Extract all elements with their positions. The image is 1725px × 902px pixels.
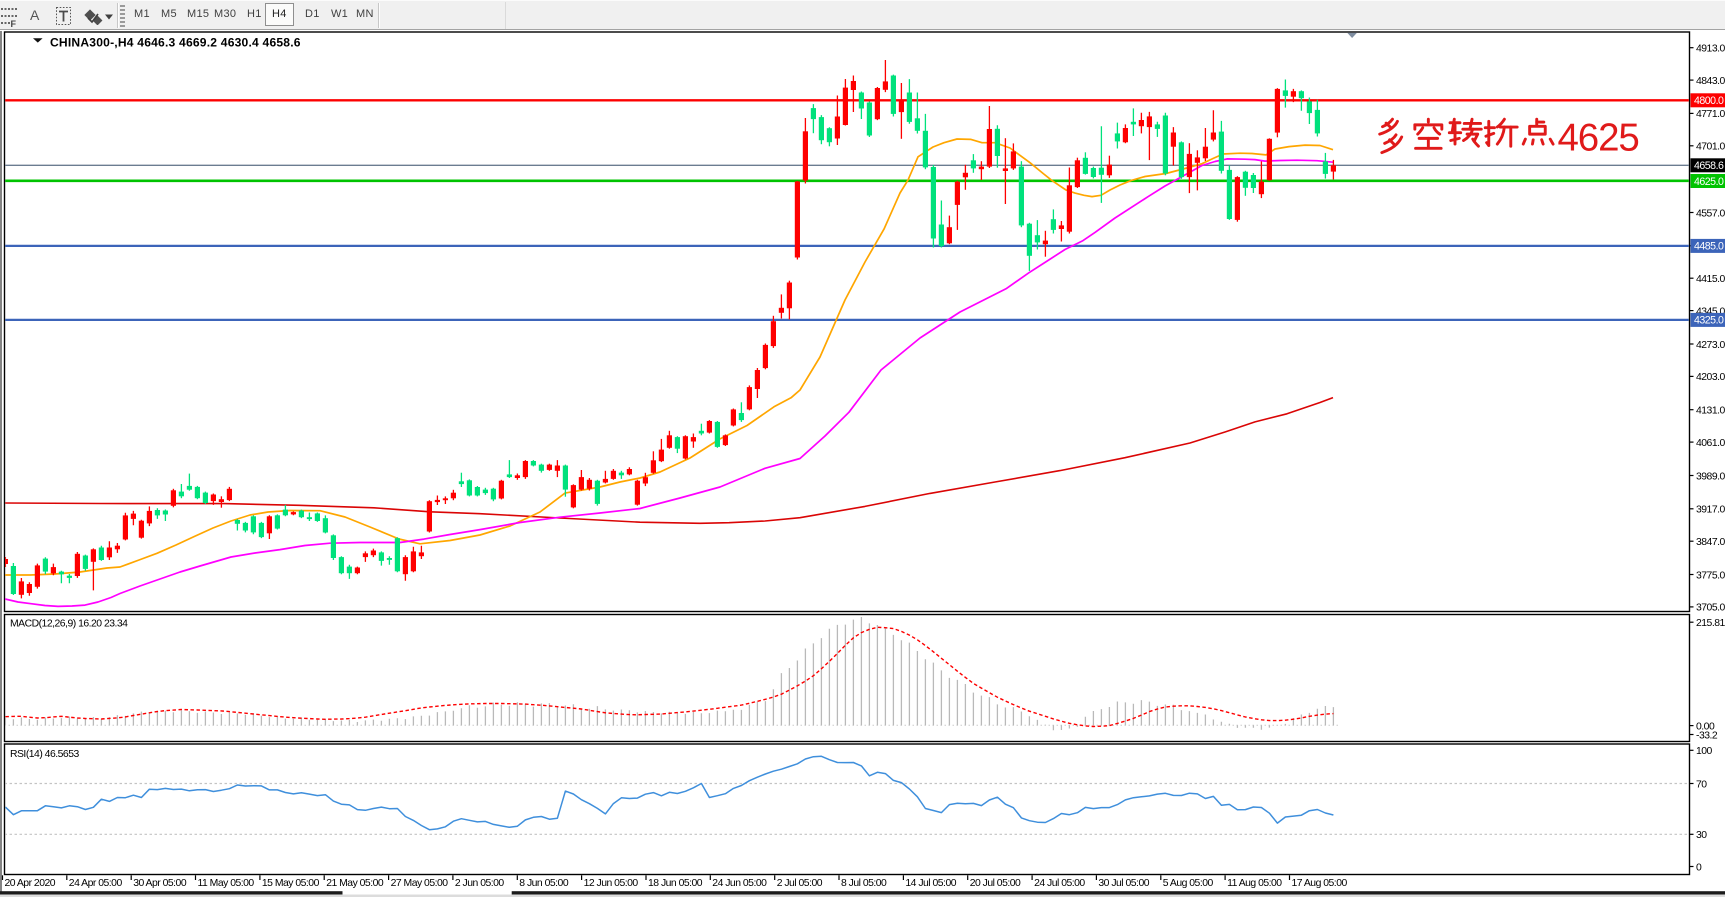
svg-text:4273.0: 4273.0 xyxy=(1696,340,1725,351)
svg-text:4625.0: 4625.0 xyxy=(1694,176,1724,188)
svg-text:3917.0: 3917.0 xyxy=(1696,505,1725,516)
svg-text:15 May 05:00: 15 May 05:00 xyxy=(262,878,320,889)
svg-text:8 Jun 05:00: 8 Jun 05:00 xyxy=(519,878,569,889)
svg-text:4701.0: 4701.0 xyxy=(1696,142,1725,153)
svg-text:4131.0: 4131.0 xyxy=(1696,406,1725,417)
svg-text:100: 100 xyxy=(1696,746,1713,757)
svg-text:MACD(12,26,9) 16.20 23.34: MACD(12,26,9) 16.20 23.34 xyxy=(10,619,128,630)
svg-text:30 Apr 05:00: 30 Apr 05:00 xyxy=(133,878,187,889)
svg-text:4557.0: 4557.0 xyxy=(1696,208,1725,219)
svg-text:215.81: 215.81 xyxy=(1696,618,1725,629)
svg-text:21 May 05:00: 21 May 05:00 xyxy=(326,878,384,889)
svg-text:24 Apr 05:00: 24 Apr 05:00 xyxy=(69,878,123,889)
svg-text:4625: 4625 xyxy=(1558,117,1639,160)
svg-text:20 Jul 05:00: 20 Jul 05:00 xyxy=(970,878,1021,889)
svg-text:30: 30 xyxy=(1696,830,1707,841)
svg-text:-33.2: -33.2 xyxy=(1696,730,1718,741)
svg-text:4203.0: 4203.0 xyxy=(1696,372,1725,383)
svg-text:RSI(14) 46.5653: RSI(14) 46.5653 xyxy=(10,749,79,760)
svg-text:14 Jul 05:00: 14 Jul 05:00 xyxy=(905,878,956,889)
svg-text:4061.0: 4061.0 xyxy=(1696,438,1725,449)
svg-text:4913.0: 4913.0 xyxy=(1696,44,1725,55)
svg-text:2 Jul 05:00: 2 Jul 05:00 xyxy=(777,878,823,889)
svg-text:18 Jun 05:00: 18 Jun 05:00 xyxy=(648,878,703,889)
svg-text:4843.0: 4843.0 xyxy=(1696,76,1725,87)
svg-text:4771.0: 4771.0 xyxy=(1696,109,1725,120)
svg-text:4658.6: 4658.6 xyxy=(1694,160,1724,172)
svg-text:3989.0: 3989.0 xyxy=(1696,471,1725,482)
svg-text:70: 70 xyxy=(1696,779,1707,790)
svg-text:3775.0: 3775.0 xyxy=(1696,570,1725,581)
svg-text:0: 0 xyxy=(1696,862,1702,873)
svg-text:5 Aug 05:00: 5 Aug 05:00 xyxy=(1163,878,1214,889)
svg-text:24 Jun 05:00: 24 Jun 05:00 xyxy=(712,878,767,889)
svg-text:20 Apr 2020: 20 Apr 2020 xyxy=(5,878,56,889)
svg-text:24 Jul 05:00: 24 Jul 05:00 xyxy=(1034,878,1085,889)
svg-text:4485.0: 4485.0 xyxy=(1694,241,1724,253)
svg-text:17 Aug 05:00: 17 Aug 05:00 xyxy=(1292,878,1348,889)
svg-text:3705.0: 3705.0 xyxy=(1696,603,1725,614)
svg-text:4415.0: 4415.0 xyxy=(1696,274,1725,285)
svg-text:11 Aug 05:00: 11 Aug 05:00 xyxy=(1227,878,1282,889)
svg-text:12 Jun 05:00: 12 Jun 05:00 xyxy=(584,878,639,889)
svg-text:3847.0: 3847.0 xyxy=(1696,537,1725,548)
svg-text:11 May 05:00: 11 May 05:00 xyxy=(198,878,255,889)
svg-text:4325.0: 4325.0 xyxy=(1694,315,1724,327)
svg-text:F: F xyxy=(11,19,17,27)
svg-text:30 Jul 05:00: 30 Jul 05:00 xyxy=(1098,878,1149,889)
svg-text:27 May 05:00: 27 May 05:00 xyxy=(391,878,449,889)
svg-text:4800.0: 4800.0 xyxy=(1694,95,1724,107)
svg-text:2 Jun 05:00: 2 Jun 05:00 xyxy=(455,878,505,889)
svg-text:8 Jul 05:00: 8 Jul 05:00 xyxy=(841,878,887,889)
svg-text:CHINA300-,H4 4646.3 4669.2 46: CHINA300-,H4 4646.3 4669.2 4630.4 4658.6 xyxy=(50,36,301,50)
